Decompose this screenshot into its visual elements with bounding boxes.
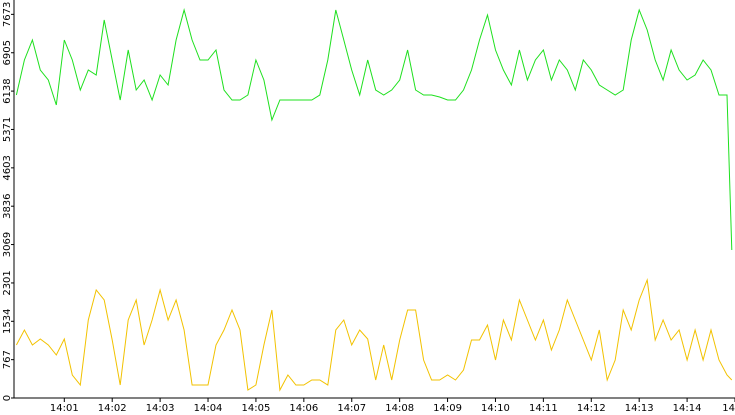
y-tick-label: 3069 (2, 232, 13, 257)
x-tick-label: 14:02 (98, 403, 127, 414)
x-tick-label: 14:03 (146, 403, 175, 414)
y-tick-label: 4603 (2, 155, 13, 180)
y-tick-label: 0 (2, 395, 13, 401)
x-tick-label: 14:14 (673, 403, 702, 414)
y-tick-label: 2301 (2, 270, 13, 295)
series-line (15, 278, 733, 392)
x-tick-label: 14:07 (337, 403, 366, 414)
x-tick-label: 14:13 (625, 403, 654, 414)
y-tick-label: 767 (2, 350, 13, 369)
y-tick-label: 7673 (2, 2, 13, 27)
series-line (15, 8, 733, 251)
x-tick-label: 14:10 (481, 403, 510, 414)
y-tick-label: 1534 (2, 309, 13, 334)
x-tick-label: 14:08 (385, 403, 414, 414)
x-tick-label: 14:12 (577, 403, 606, 414)
y-tick-label: 6138 (2, 78, 13, 103)
x-tick-label: 14:05 (242, 403, 271, 414)
x-tick-label: 14 (722, 403, 735, 414)
x-tick-label: 14:09 (433, 403, 462, 414)
x-tick-label: 14:01 (50, 403, 79, 414)
x-tick-label: 14:11 (529, 403, 558, 414)
y-tick-label: 5371 (2, 117, 13, 142)
x-tick-label: 14:04 (194, 403, 223, 414)
y-tick-label: 3836 (2, 193, 13, 218)
y-tick-label: 6905 (2, 40, 13, 65)
x-tick-label: 14:06 (289, 403, 318, 414)
